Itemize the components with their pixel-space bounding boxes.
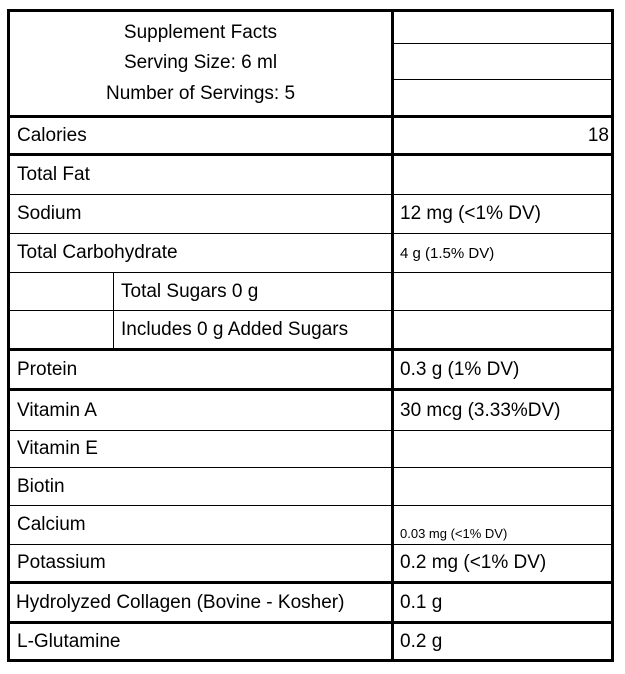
row-label: Biotin	[17, 475, 65, 497]
header-blank-cell-1	[394, 12, 611, 44]
indent-divider	[113, 273, 114, 310]
table-row: Calcium 0.03 mg (<1% DV)	[10, 506, 611, 545]
row-label: Protein	[17, 358, 78, 380]
column-divider	[391, 311, 394, 348]
table-row: Biotin	[10, 468, 611, 506]
row-label: Calories	[17, 124, 87, 146]
table-row: Total Fat	[10, 156, 611, 195]
row-value	[394, 311, 611, 348]
row-value: 0.2 g	[400, 630, 443, 652]
supplement-facts-table: Supplement Facts Serving Size: 6 ml Numb…	[7, 9, 614, 662]
row-value: 0.2 mg (<1% DV)	[400, 552, 547, 573]
row-label: Total Fat	[17, 164, 90, 185]
column-divider	[391, 468, 394, 505]
row-label: Vitamin E	[17, 438, 98, 459]
table-row: Total Sugars 0 g	[10, 273, 611, 311]
column-divider	[391, 624, 394, 659]
table-row: Vitamin E	[10, 431, 611, 468]
indent-divider	[113, 311, 114, 348]
table-row: Potassium 0.2 mg (<1% DV)	[10, 545, 611, 584]
table-row: Vitamin A 30 mcg (3.33%DV)	[10, 391, 611, 431]
header-row: Supplement Facts Serving Size: 6 ml Numb…	[10, 12, 611, 118]
header-serving-size: Serving Size: 6 ml	[123, 52, 278, 74]
row-value	[394, 468, 611, 505]
column-divider	[391, 234, 394, 272]
row-value	[394, 273, 611, 310]
header-title: Supplement Facts	[123, 21, 278, 43]
row-label: Total Sugars 0 g	[121, 280, 259, 302]
header-blank-cell-2	[394, 44, 611, 80]
column-divider	[391, 118, 394, 153]
row-label: Vitamin A	[17, 399, 97, 421]
row-label: L-Glutamine	[17, 630, 121, 652]
column-divider	[391, 431, 394, 467]
row-value: 12 mg (<1% DV)	[400, 203, 541, 224]
row-label: Hydrolyzed Collagen (Bovine - Kosher)	[16, 591, 345, 613]
header-servings: Number of Servings: 5	[105, 82, 296, 104]
header-text-block: Supplement Facts Serving Size: 6 ml Numb…	[10, 12, 391, 115]
column-divider	[391, 506, 394, 544]
column-divider	[391, 12, 394, 115]
row-label: Sodium	[17, 203, 82, 224]
row-value: 4 g (1.5% DV)	[400, 244, 495, 262]
row-label: Potassium	[17, 552, 106, 573]
column-divider	[391, 584, 394, 621]
column-divider	[391, 273, 394, 310]
row-label: Total Carbohydrate	[17, 242, 178, 263]
row-value: 0.03 mg (<1% DV)	[400, 526, 508, 541]
table-row: Total Carbohydrate 4 g (1.5% DV)	[10, 234, 611, 273]
row-value: 0.3 g (1% DV)	[400, 358, 520, 380]
table-row: L-Glutamine 0.2 g	[10, 624, 611, 659]
row-value	[394, 156, 611, 194]
column-divider	[391, 195, 394, 233]
table-row: Protein 0.3 g (1% DV)	[10, 351, 611, 391]
row-value: 30 mcg (3.33%DV)	[400, 399, 561, 421]
table-row: Hydrolyzed Collagen (Bovine - Kosher) 0.…	[10, 584, 611, 624]
table-row: Sodium 12 mg (<1% DV)	[10, 195, 611, 234]
table-row: Includes 0 g Added Sugars	[10, 311, 611, 351]
row-value: 0.1 g	[400, 591, 443, 613]
column-divider	[391, 391, 394, 430]
column-divider	[391, 156, 394, 194]
column-divider	[391, 351, 394, 388]
column-divider	[391, 545, 394, 581]
row-value: 18	[587, 124, 609, 146]
table-row: Calories 18	[10, 118, 611, 156]
row-label: Calcium	[17, 514, 86, 535]
row-label: Includes 0 g Added Sugars	[121, 318, 349, 340]
row-value	[394, 431, 611, 467]
